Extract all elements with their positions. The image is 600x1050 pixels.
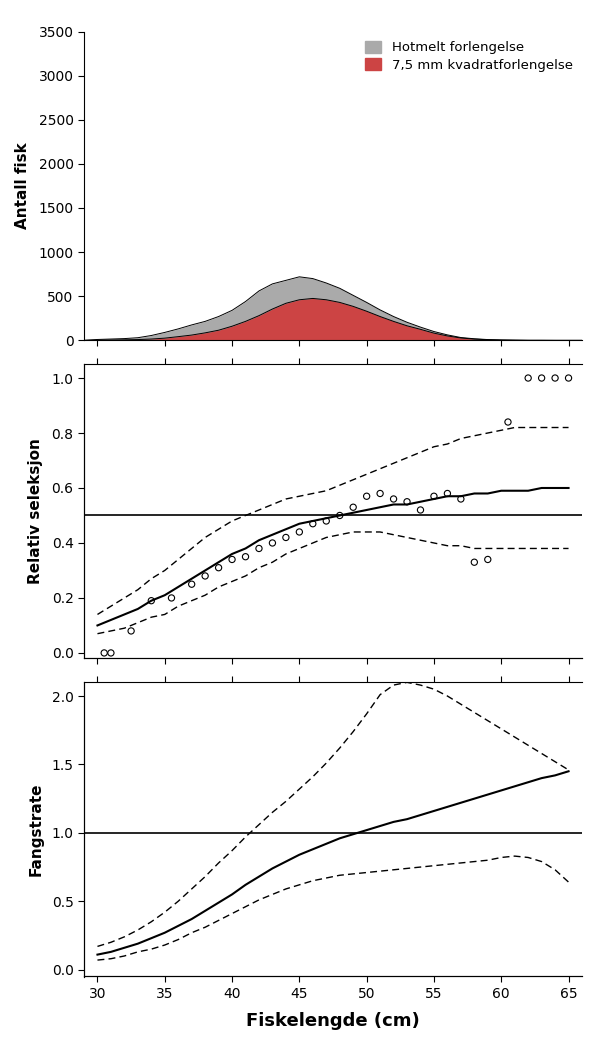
Point — [241, 548, 250, 565]
Point — [167, 589, 176, 606]
Point — [523, 370, 533, 386]
Point — [295, 524, 304, 541]
Point — [335, 507, 344, 524]
Y-axis label: Fangstrate: Fangstrate — [28, 782, 43, 876]
Point — [268, 534, 277, 551]
X-axis label: Fiskelengde (cm): Fiskelengde (cm) — [246, 1012, 420, 1030]
Point — [416, 502, 425, 519]
Point — [254, 540, 264, 557]
Point — [564, 370, 574, 386]
Point — [402, 494, 412, 510]
Point — [443, 485, 452, 502]
Point — [537, 370, 547, 386]
Point — [470, 553, 479, 570]
Point — [127, 623, 136, 639]
Point — [214, 560, 223, 576]
Point — [349, 499, 358, 516]
Point — [429, 488, 439, 505]
Point — [362, 488, 371, 505]
Point — [200, 568, 210, 585]
Point — [389, 490, 398, 507]
Point — [550, 370, 560, 386]
Point — [106, 645, 116, 662]
Point — [376, 485, 385, 502]
Point — [100, 645, 109, 662]
Point — [227, 551, 237, 568]
Point — [281, 529, 290, 546]
Legend: Hotmelt forlengelse, 7,5 mm kvadratforlengelse: Hotmelt forlengelse, 7,5 mm kvadratforle… — [363, 38, 575, 75]
Point — [483, 551, 493, 568]
Point — [146, 592, 156, 609]
Point — [187, 575, 196, 592]
Y-axis label: Relativ seleksjon: Relativ seleksjon — [28, 439, 43, 584]
Point — [322, 512, 331, 529]
Point — [456, 490, 466, 507]
Point — [503, 414, 513, 430]
Point — [308, 516, 317, 532]
Y-axis label: Antall fisk: Antall fisk — [15, 143, 30, 229]
